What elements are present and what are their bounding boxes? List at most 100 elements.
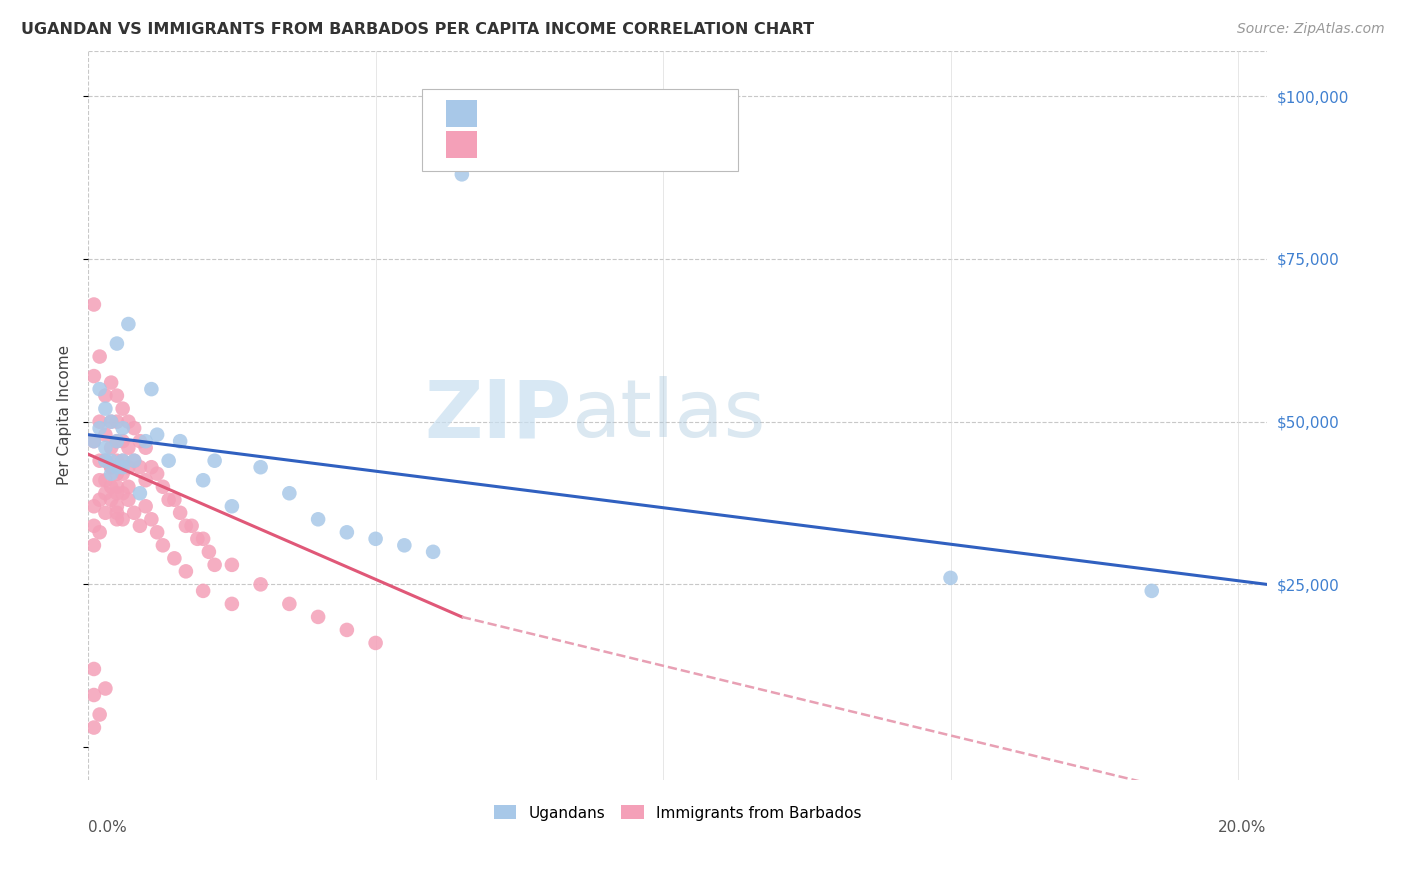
Point <box>152 480 174 494</box>
Point <box>89 492 111 507</box>
Point <box>105 500 128 514</box>
Point <box>422 545 444 559</box>
Point <box>307 610 329 624</box>
Point <box>117 480 139 494</box>
Y-axis label: Per Capita Income: Per Capita Income <box>58 345 72 485</box>
Point <box>89 453 111 467</box>
Point <box>105 434 128 449</box>
Point <box>100 441 122 455</box>
Point <box>221 558 243 572</box>
Point <box>89 707 111 722</box>
Point <box>89 382 111 396</box>
Text: N =: N = <box>598 106 631 120</box>
Text: 0.0%: 0.0% <box>89 820 127 835</box>
Point <box>117 492 139 507</box>
Point <box>83 721 105 735</box>
Point <box>117 415 139 429</box>
Point <box>100 460 122 475</box>
Point <box>174 518 197 533</box>
Point <box>128 486 150 500</box>
Point <box>221 597 243 611</box>
Point <box>186 532 208 546</box>
Point <box>83 500 105 514</box>
Point <box>100 467 122 481</box>
Point <box>135 500 157 514</box>
Point <box>100 480 122 494</box>
Point <box>105 460 128 475</box>
Point <box>191 583 214 598</box>
Point <box>83 434 105 449</box>
Point <box>111 434 134 449</box>
Point <box>278 597 301 611</box>
Point <box>94 389 117 403</box>
Text: -0.276: -0.276 <box>516 137 571 152</box>
Point <box>169 506 191 520</box>
Point <box>1140 583 1163 598</box>
Point <box>111 460 134 475</box>
Point <box>122 453 145 467</box>
Point <box>191 532 214 546</box>
Point <box>174 565 197 579</box>
Point <box>111 453 134 467</box>
Point <box>94 441 117 455</box>
Point <box>364 532 387 546</box>
Text: R =: R = <box>485 137 519 152</box>
Point <box>249 460 271 475</box>
Point <box>146 427 169 442</box>
Point <box>89 473 111 487</box>
Text: N =: N = <box>598 137 631 152</box>
Point <box>100 460 122 475</box>
Point <box>105 434 128 449</box>
Point <box>135 434 157 449</box>
Point <box>157 453 180 467</box>
Point <box>83 518 105 533</box>
Point <box>89 415 111 429</box>
Text: 20.0%: 20.0% <box>1219 820 1267 835</box>
Point <box>122 421 145 435</box>
Point <box>180 518 202 533</box>
Point <box>221 500 243 514</box>
Point <box>128 518 150 533</box>
Point <box>278 486 301 500</box>
Point <box>198 545 221 559</box>
Legend: Ugandans, Immigrants from Barbados: Ugandans, Immigrants from Barbados <box>488 799 868 827</box>
Text: ZIP: ZIP <box>425 376 571 454</box>
Point <box>100 453 122 467</box>
Point <box>105 512 128 526</box>
Point <box>105 389 128 403</box>
Point <box>105 467 128 481</box>
Point <box>450 167 472 181</box>
Point <box>89 350 111 364</box>
Point <box>111 512 134 526</box>
Point <box>394 538 416 552</box>
Text: -0.251: -0.251 <box>516 106 571 120</box>
Point <box>83 369 105 384</box>
Point <box>307 512 329 526</box>
Point <box>111 421 134 435</box>
Point <box>117 317 139 331</box>
Point <box>94 506 117 520</box>
Point <box>94 427 117 442</box>
Point <box>94 486 117 500</box>
Point <box>141 512 163 526</box>
Point <box>336 623 359 637</box>
Point <box>100 415 122 429</box>
Text: 85: 85 <box>626 137 647 152</box>
Point <box>152 538 174 552</box>
Point <box>94 453 117 467</box>
Point <box>89 421 111 435</box>
Text: UGANDAN VS IMMIGRANTS FROM BARBADOS PER CAPITA INCOME CORRELATION CHART: UGANDAN VS IMMIGRANTS FROM BARBADOS PER … <box>21 22 814 37</box>
Point <box>83 297 105 311</box>
Point <box>135 473 157 487</box>
Point <box>336 525 359 540</box>
Point <box>105 415 128 429</box>
Point <box>111 467 134 481</box>
Text: 36: 36 <box>626 106 647 120</box>
Point <box>105 506 128 520</box>
Text: Source: ZipAtlas.com: Source: ZipAtlas.com <box>1237 22 1385 37</box>
Point <box>163 492 186 507</box>
Point <box>100 376 122 390</box>
Point <box>111 401 134 416</box>
Point <box>83 538 105 552</box>
Point <box>128 434 150 449</box>
